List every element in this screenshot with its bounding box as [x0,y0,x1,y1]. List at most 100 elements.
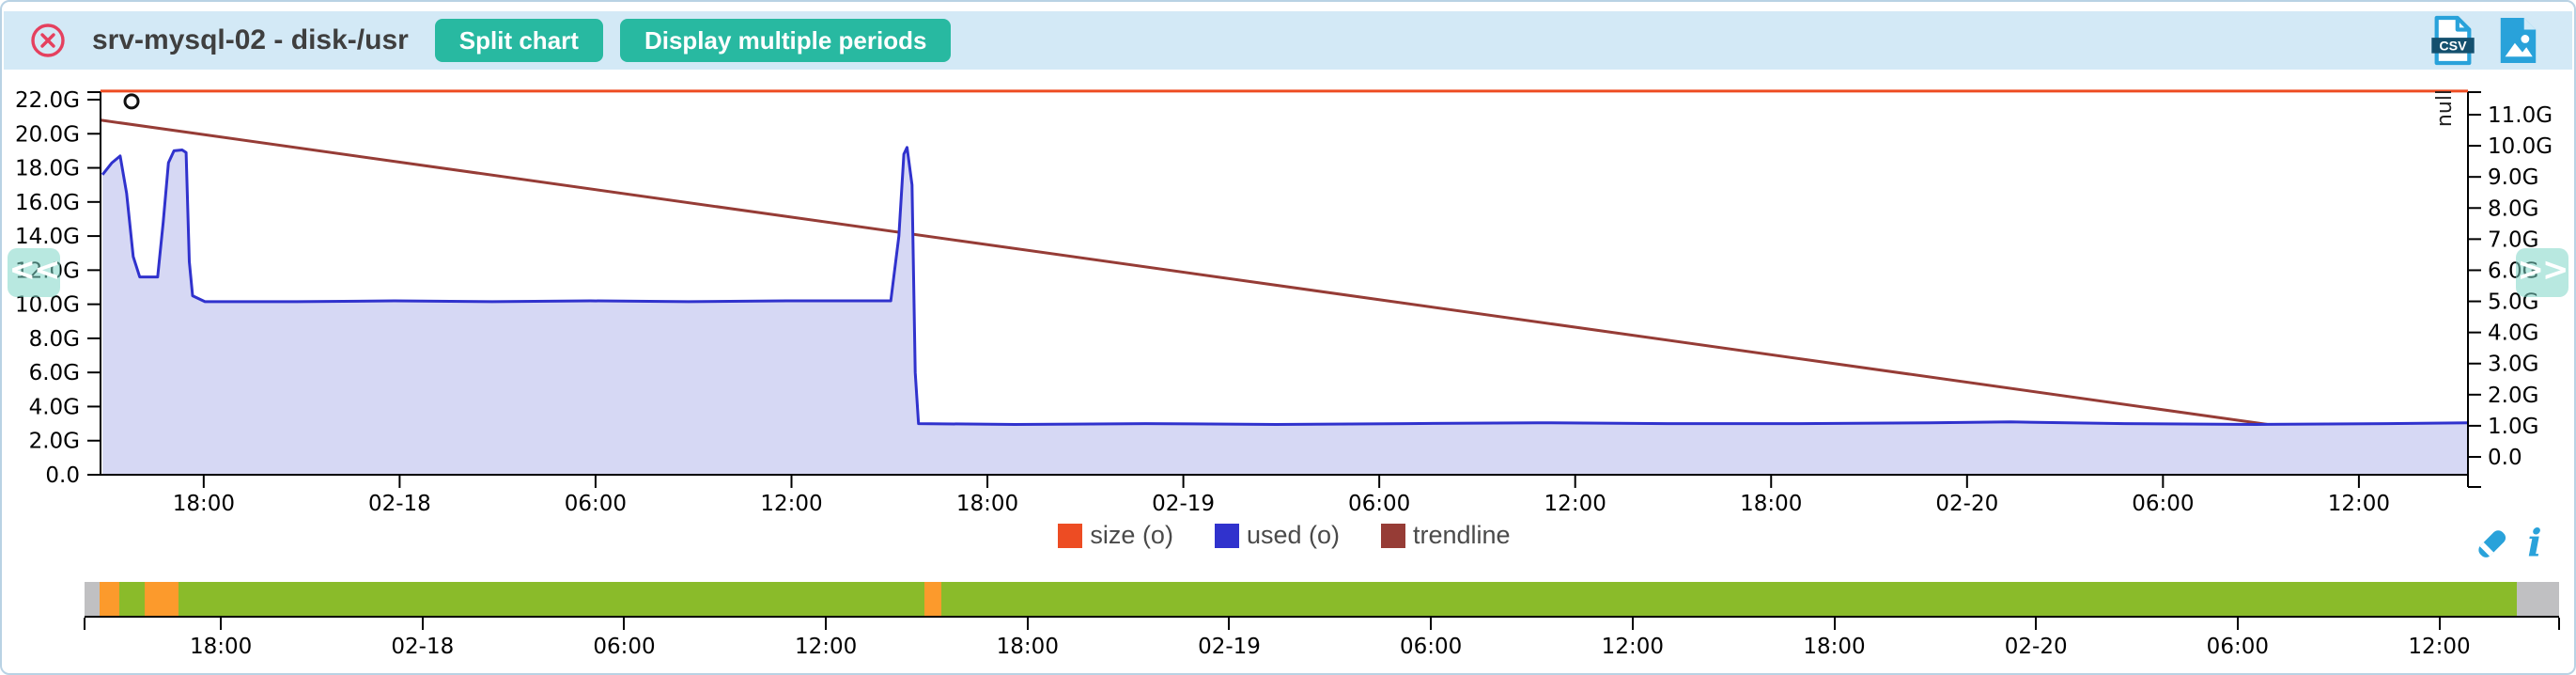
x-axis-tick-label: 18:00 [1740,492,1802,516]
overview-axis-label: 02-20 [2004,635,2068,659]
right-axis-tick-label: 3.0G [2488,353,2538,377]
status-timeline-segment-warning [923,582,941,616]
legend-item: size (o) [1058,521,1173,550]
overview-axis-tick [2035,618,2038,630]
overview-axis-line [85,616,2559,618]
overview-timeline: 18:00 02-18 06:00 12:00 18:00 02-19 06:00 12:00… [84,582,2560,667]
x-axis-tick-label: 06:00 [1348,492,1410,516]
overview-axis-tick [1026,618,1029,630]
overview-axis-label: 02-18 [391,635,455,659]
status-timeline-segment-unknown [85,582,101,616]
overview-axis-label: 18:00 [189,635,253,659]
overview-axis-label: 18:00 [1803,635,1866,659]
legend-label: trendline [1413,521,1511,549]
right-axis-tick-label: 11.0G [2488,103,2553,128]
x-axis-tick-label: 18:00 [173,492,235,516]
overview-axis-label: 06:00 [2206,635,2269,659]
legend-item: used (o) [1214,521,1340,550]
right-axis-tick-label: 1.0G [2488,415,2538,439]
image-file-icon [2500,18,2537,63]
export-csv-button[interactable]: CSV [2429,15,2476,66]
legend-label: used (o) [1246,521,1340,549]
chart-tools: i [2473,525,2546,564]
left-axis-tick-label: 20.0G [15,122,80,147]
svg-text:i: i [2527,525,2541,564]
graph-info-button[interactable]: i [2523,525,2546,564]
export-icons: CSV [2429,15,2540,66]
status-timeline-segment-warning [100,582,119,616]
x-axis-tick-label: 12:00 [2328,492,2390,516]
csv-file-icon: CSV [2431,15,2475,66]
overview-axis-tick [220,618,223,630]
overview-axis-label: 12:00 [2408,635,2471,659]
left-axis-tick-label: 8.0G [29,327,80,352]
legend-swatch [1058,523,1083,548]
erase-annotations-button[interactable] [2473,525,2510,564]
overview-axis-tick [2236,618,2239,630]
eraser-icon [2478,530,2506,557]
trend-line [100,118,2469,454]
status-timeline-segment-warning [145,582,179,616]
overview-axis-tick [1631,618,1634,630]
left-axis-tick-label: 18.0G [15,157,80,181]
right-axis-tick-label: 8.0G [2488,196,2538,221]
right-axis-tick-label: 9.0G [2488,165,2538,190]
right-axis-tick-label: 2.0G [2488,384,2538,408]
overview-axis-tick [623,618,626,630]
left-axis-tick-label: 2.0G [29,430,80,454]
x-axis-tick-label: 12:00 [760,492,822,516]
left-axis-tick-label: 4.0G [29,395,80,419]
status-timeline-segment-unknown [2516,582,2559,616]
overview-axis-tick [1228,618,1231,630]
left-axis-tick-label: 0.0 [45,463,80,488]
x-axis-tick-label: 18:00 [956,492,1018,516]
right-axis-tick-label: 4.0G [2488,322,2538,346]
next-period-button[interactable]: >> [2516,248,2568,297]
previous-period-button[interactable]: << [8,248,60,297]
left-axis-tick-label: 22.0G [15,88,80,113]
left-axis-tick-label: 16.0G [15,191,80,215]
overview-axis-label: 12:00 [794,635,858,659]
right-axis-tick-label: 10.0G [2488,134,2553,159]
status-timeline-bar[interactable] [85,582,2559,616]
export-image-button[interactable] [2495,15,2540,66]
x-axis-tick-label: 06:00 [565,492,627,516]
display-multiple-periods-button[interactable]: Display multiple periods [619,19,952,62]
overview-axis-tick [1430,618,1433,630]
x-axis-tick-label: 06:00 [2132,492,2194,516]
unknown-event-marker [123,93,140,110]
used-line [101,146,2469,426]
chart-legend: size (o) used (o) trendline [101,521,2468,550]
legend-label: size (o) [1090,521,1173,549]
overview-axis-label: 06:00 [593,635,656,659]
close-icon [31,24,65,57]
legend-swatch [1381,523,1405,548]
svg-text:CSV: CSV [2439,39,2467,54]
status-timeline-segment-ok [940,582,2517,616]
close-button[interactable] [28,21,68,60]
legend-item: trendline [1381,521,1511,550]
overview-axis-label: 18:00 [996,635,1059,659]
x-axis-tick-label: 02-20 [1935,492,1998,516]
overview-axis-label: 12:00 [1601,635,1664,659]
x-axis-tick-label: 02-18 [368,492,431,516]
left-axis-tick-label: 6.0G [29,361,80,385]
split-chart-button[interactable]: Split chart [434,19,603,62]
overview-axis-tick [2558,618,2560,630]
status-timeline-segment-ok [118,582,145,616]
info-icon: i [2527,525,2541,564]
x-axis-tick-label: 12:00 [1544,492,1606,516]
overview-axis-label: 06:00 [1400,635,1463,659]
graph-header: srv-mysql-02 - disk-/usr Split chart Dis… [4,11,2572,70]
overview-axis-label: 02-19 [1198,635,1261,659]
used-area-fill [102,147,2469,476]
overview-axis-tick [84,618,85,630]
overview-axis-tick [2438,618,2441,630]
status-timeline-segment-ok [178,582,924,616]
overview-axis-tick [421,618,424,630]
graph-title: srv-mysql-02 - disk-/usr [92,24,409,55]
overview-axis-tick [1833,618,1836,630]
null-series-label: null [2433,89,2457,127]
